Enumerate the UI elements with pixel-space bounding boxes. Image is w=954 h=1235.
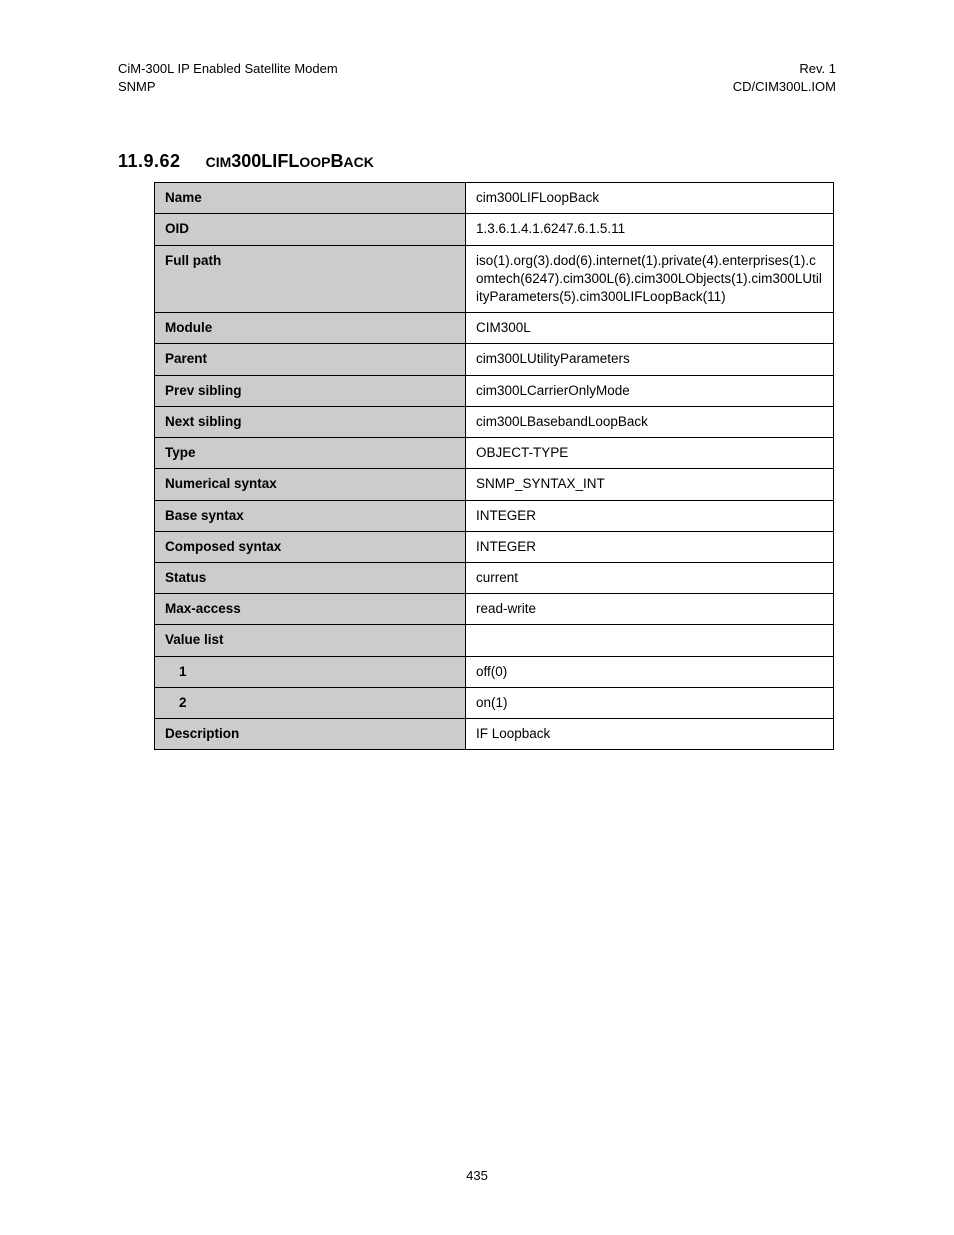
row-value: OBJECT-TYPE [466,438,834,469]
row-value: on(1) [466,687,834,718]
row-value: current [466,562,834,593]
row-value: INTEGER [466,500,834,531]
section-title-text: CIM300LIFLOOPBACK [206,151,374,171]
row-value [466,625,834,656]
header-section: SNMP [118,78,338,96]
mib-table-body: Namecim300LIFLoopBackOID1.3.6.1.4.1.6247… [155,183,834,750]
row-value: INTEGER [466,531,834,562]
section-number: 11.9.62 [118,151,181,171]
title-rest: 300LIFLOOPBACK [231,151,374,171]
row-value: read-write [466,594,834,625]
row-value: IF Loopback [466,719,834,750]
table-row: Value list [155,625,834,656]
row-label: Prev sibling [155,375,466,406]
row-value: cim300LBasebandLoopBack [466,406,834,437]
row-value: cim300LCarrierOnlyMode [466,375,834,406]
table-row: DescriptionIF Loopback [155,719,834,750]
header-right: Rev. 1 CD/CIM300L.IOM [733,60,836,95]
row-value: iso(1).org(3).dod(6).internet(1).private… [466,245,834,313]
table-row: Composed syntaxINTEGER [155,531,834,562]
table-row: Base syntaxINTEGER [155,500,834,531]
page: CiM-300L IP Enabled Satellite Modem SNMP… [0,0,954,1235]
row-value: cim300LUtilityParameters [466,344,834,375]
mib-table: Namecim300LIFLoopBackOID1.3.6.1.4.1.6247… [154,182,834,750]
row-label: Type [155,438,466,469]
table-row: OID1.3.6.1.4.1.6247.6.1.5.11 [155,214,834,245]
table-row: Parentcim300LUtilityParameters [155,344,834,375]
header-revision: Rev. 1 [733,60,836,78]
row-label: Max-access [155,594,466,625]
table-row: 1off(0) [155,656,834,687]
table-row: Full pathiso(1).org(3).dod(6).internet(1… [155,245,834,313]
row-value: 1.3.6.1.4.1.6247.6.1.5.11 [466,214,834,245]
row-value: CIM300L [466,313,834,344]
table-row: Prev siblingcim300LCarrierOnlyMode [155,375,834,406]
row-value: off(0) [466,656,834,687]
row-value: SNMP_SYNTAX_INT [466,469,834,500]
row-label: Description [155,719,466,750]
row-label: Base syntax [155,500,466,531]
table-row: Max-accessread-write [155,594,834,625]
section-heading: 11.9.62 CIM300LIFLOOPBACK [118,151,836,172]
table-row: Next siblingcim300LBasebandLoopBack [155,406,834,437]
title-caps-prefix: CIM [206,154,232,170]
row-label: 2 [155,687,466,718]
row-label: Module [155,313,466,344]
table-row: Statuscurrent [155,562,834,593]
row-label: Numerical syntax [155,469,466,500]
table-row: 2on(1) [155,687,834,718]
row-label: Composed syntax [155,531,466,562]
header-product: CiM-300L IP Enabled Satellite Modem [118,60,338,78]
table-row: Namecim300LIFLoopBack [155,183,834,214]
row-label: Full path [155,245,466,313]
row-label: 1 [155,656,466,687]
row-label: Status [155,562,466,593]
row-label: OID [155,214,466,245]
row-label: Parent [155,344,466,375]
page-number: 435 [0,1168,954,1183]
row-value: cim300LIFLoopBack [466,183,834,214]
row-label: Value list [155,625,466,656]
header-left: CiM-300L IP Enabled Satellite Modem SNMP [118,60,338,95]
header-docid: CD/CIM300L.IOM [733,78,836,96]
table-row: Numerical syntaxSNMP_SYNTAX_INT [155,469,834,500]
table-row: TypeOBJECT-TYPE [155,438,834,469]
table-row: ModuleCIM300L [155,313,834,344]
row-label: Name [155,183,466,214]
row-label: Next sibling [155,406,466,437]
page-header: CiM-300L IP Enabled Satellite Modem SNMP… [118,60,836,95]
